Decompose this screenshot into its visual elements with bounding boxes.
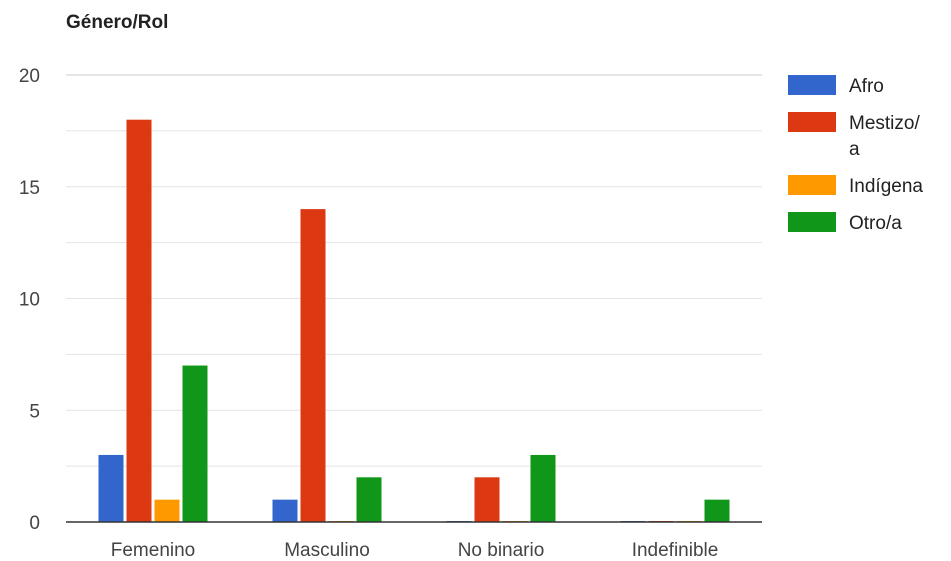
bar-otroa [356, 477, 382, 522]
y-tick-label: 15 [19, 178, 40, 199]
legend-swatch [788, 175, 836, 195]
bar-mestizoa [474, 477, 500, 522]
legend-label: Afro [849, 76, 884, 97]
bar-afro [272, 499, 298, 522]
bar-otroa [704, 499, 730, 522]
y-tick-label: 5 [29, 401, 40, 422]
y-tick-label: 20 [19, 66, 40, 87]
y-tick-label: 10 [19, 290, 40, 311]
bars [98, 119, 730, 522]
legend-label: Indígena [849, 176, 923, 197]
bar-indgena [154, 499, 180, 522]
x-tick-label: No binario [458, 540, 545, 561]
bar-mestizoa [300, 209, 326, 522]
x-tick-label: Masculino [284, 540, 370, 561]
legend-label: Otro/a [849, 213, 902, 234]
y-tick-label: 0 [29, 513, 40, 534]
chart-title: Género/Rol [66, 12, 169, 33]
bar-mestizoa [126, 119, 152, 522]
x-tick-label: Indefinible [632, 540, 719, 561]
bar-afro [98, 454, 124, 522]
x-tick-label: Femenino [111, 540, 196, 561]
grid-lines [66, 74, 762, 467]
bar-otroa [530, 454, 556, 522]
legend-swatch [788, 212, 836, 232]
legend-label: Mestizo/a [849, 113, 920, 160]
bar-otroa [182, 365, 208, 522]
axes: 0 5 10 15 20 Femenino Masculino No binario Indef… [19, 66, 762, 561]
legend-swatch [788, 75, 836, 95]
legend-swatch [788, 112, 836, 132]
legend: Afro Mestizo/a Indígena Otro/a [788, 75, 923, 234]
